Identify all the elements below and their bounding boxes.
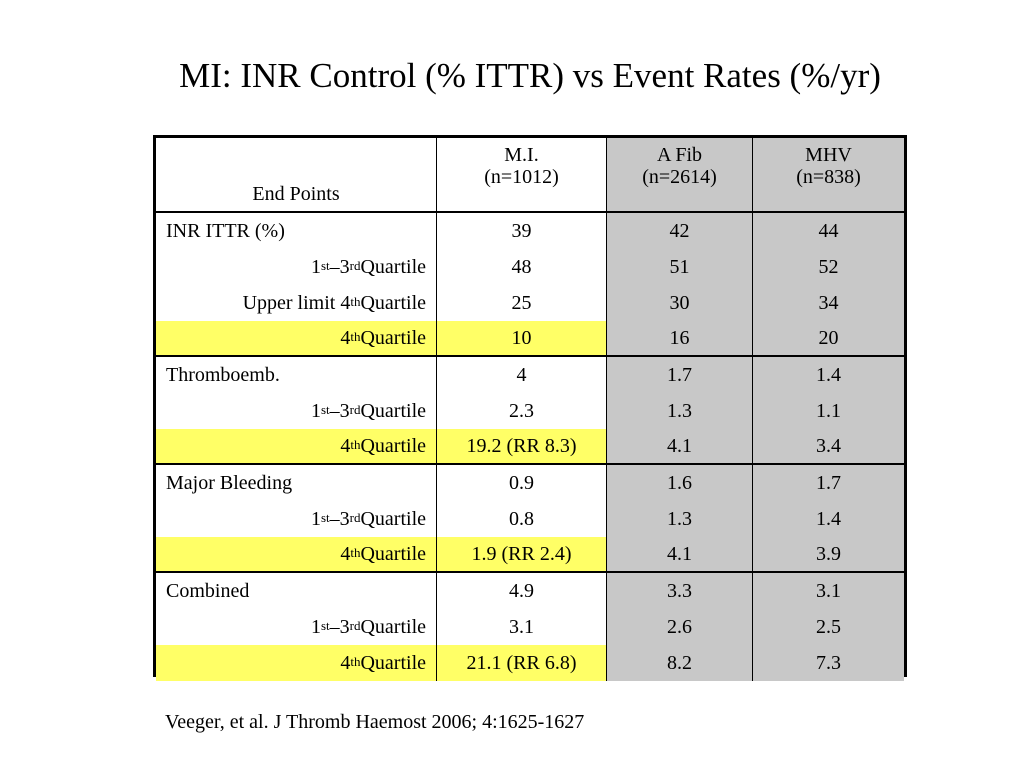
- cell-mi: 4.9: [437, 573, 607, 609]
- cell-mhv: 1.7: [753, 465, 904, 501]
- cell-afib: 30: [607, 285, 753, 321]
- cell-mhv: 3.4: [753, 429, 904, 463]
- cell-mhv: 44: [753, 213, 904, 249]
- cell-mi: 48: [437, 249, 607, 285]
- row-label-thromboemb: Thromboemb.: [156, 357, 437, 393]
- cell-afib: 1.6: [607, 465, 753, 501]
- cell-mi: 2.3: [437, 393, 607, 429]
- slide-title: MI: INR Control (% ITTR) vs Event Rates …: [179, 56, 881, 95]
- table-row: INR ITTR (%) 39 42 44: [156, 213, 904, 249]
- cell-mhv: 52: [753, 249, 904, 285]
- cell-mhv: 3.9: [753, 537, 904, 571]
- row-label-combined: Combined: [156, 573, 437, 609]
- cell-mi: 21.1 (RR 6.8): [437, 645, 607, 681]
- header-mhv: MHV (n=838): [753, 138, 904, 211]
- cell-mhv: 2.5: [753, 609, 904, 645]
- citation-footnote: Veeger, et al. J Thromb Haemost 2006; 4:…: [165, 711, 585, 733]
- header-afib-label: A Fib: [656, 144, 703, 166]
- cell-mi: 19.2 (RR 8.3): [437, 429, 607, 463]
- cell-afib: 8.2: [607, 645, 753, 681]
- table-row: Thromboemb. 4 1.7 1.4: [156, 357, 904, 393]
- cell-mi: 0.9: [437, 465, 607, 501]
- header-mhv-label: MHV: [805, 144, 852, 166]
- header-end-points: End Points: [156, 138, 437, 211]
- cell-afib: 16: [607, 321, 753, 355]
- cell-mi: 1.9 (RR 2.4): [437, 537, 607, 571]
- cell-mhv: 1.4: [753, 357, 904, 393]
- cell-mhv: 34: [753, 285, 904, 321]
- cell-afib: 1.3: [607, 393, 753, 429]
- table-row: Major Bleeding 0.9 1.6 1.7: [156, 465, 904, 501]
- cell-afib: 51: [607, 249, 753, 285]
- cell-mhv: 20: [753, 321, 904, 355]
- cell-mi: 0.8: [437, 501, 607, 537]
- header-mi-label: M.I.: [504, 144, 539, 166]
- header-afib-n: (n=2614): [642, 166, 717, 188]
- cell-mi: 39: [437, 213, 607, 249]
- cell-mi: 4: [437, 357, 607, 393]
- cell-afib: 1.3: [607, 501, 753, 537]
- row-label-inr-ittr: INR ITTR (%): [156, 213, 437, 249]
- cell-afib: 1.7: [607, 357, 753, 393]
- cell-mhv: 1.1: [753, 393, 904, 429]
- header-afib: A Fib (n=2614): [607, 138, 753, 211]
- cell-afib: 4.1: [607, 537, 753, 571]
- cell-mi: 10: [437, 321, 607, 355]
- cell-mhv: 7.3: [753, 645, 904, 681]
- cell-afib: 4.1: [607, 429, 753, 463]
- table-header-row: End Points M.I. (n=1012) A Fib (n=2614) …: [156, 138, 904, 213]
- cell-mhv: 3.1: [753, 573, 904, 609]
- header-mhv-n: (n=838): [796, 166, 861, 188]
- cell-afib: 3.3: [607, 573, 753, 609]
- header-mi-n: (n=1012): [484, 166, 559, 188]
- cell-mi: 25: [437, 285, 607, 321]
- cell-mhv: 1.4: [753, 501, 904, 537]
- row-label-major-bleeding: Major Bleeding: [156, 465, 437, 501]
- cell-mi: 3.1: [437, 609, 607, 645]
- header-mi: M.I. (n=1012): [437, 138, 607, 211]
- event-rates-table: End Points M.I. (n=1012) A Fib (n=2614) …: [153, 135, 907, 681]
- cell-afib: 2.6: [607, 609, 753, 645]
- cell-afib: 42: [607, 213, 753, 249]
- table-row: Combined 4.9 3.3 3.1: [156, 573, 904, 609]
